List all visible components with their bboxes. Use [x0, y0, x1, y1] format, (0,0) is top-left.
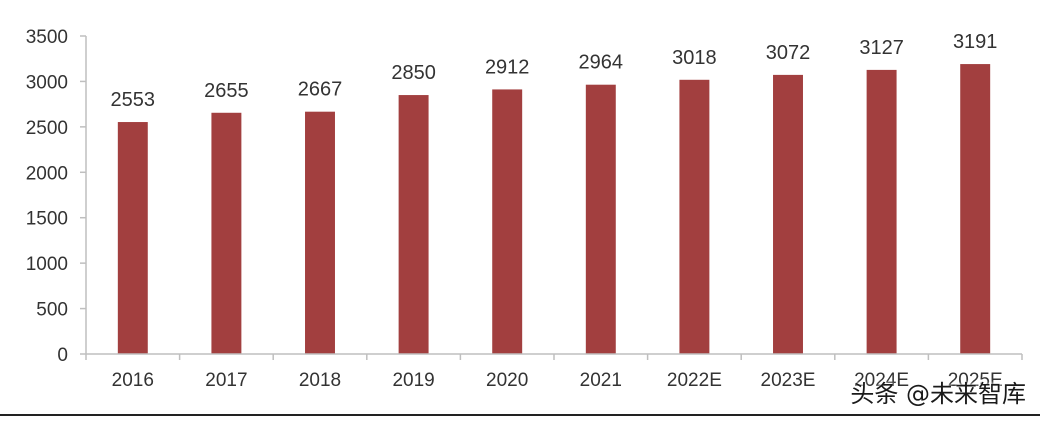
bar-2020: [492, 89, 523, 354]
y-tick-label: 1000: [26, 254, 68, 275]
bar-2022E: [679, 79, 710, 354]
y-tick-label: 2000: [26, 163, 68, 184]
data-label-2021: 2964: [579, 52, 624, 74]
bar-2017: [211, 112, 242, 354]
bottom-divider: [0, 414, 1040, 416]
bar-2024E: [866, 69, 897, 355]
y-tick-label: 2500: [26, 118, 68, 139]
y-tick-label: 0: [57, 345, 68, 366]
x-axis-labels: 2016 2017 2018 2019 2020 2021 2022E 2023E 2024E 2…: [112, 370, 1003, 391]
x-tick-label-2017: 2017: [205, 370, 247, 391]
x-axis-ticks: [85, 354, 1023, 360]
x-tick-label-2020: 2020: [486, 370, 528, 391]
watermark-text: 头条 @未来智库: [850, 380, 1026, 408]
y-tick-label: 3500: [26, 27, 68, 48]
bar-2021: [585, 84, 616, 354]
data-label-2022E: 3018: [672, 47, 717, 69]
y-tick-label: 1500: [26, 209, 68, 230]
data-label-2019: 2850: [391, 62, 436, 84]
bar-2025E: [960, 64, 991, 354]
x-tick-label-2022E: 2022E: [667, 370, 722, 391]
data-label-2020: 2912: [485, 56, 530, 78]
data-label-2023E: 3072: [766, 42, 811, 64]
x-tick-label-2023E: 2023E: [761, 370, 816, 391]
bar-2019: [398, 95, 429, 355]
x-tick-label-2025E: 2025E: [948, 370, 1003, 391]
x-tick-label-2024E: 2024E: [854, 370, 909, 391]
data-label-2025E: 3191: [953, 31, 998, 53]
data-label-2024E: 3127: [859, 37, 904, 59]
y-tick-label: 500: [36, 300, 68, 321]
x-tick-label-2019: 2019: [392, 370, 434, 391]
y-axis-ticks: 0 500 1000 1500 2000 2500 3000 3500: [26, 27, 86, 366]
bars: [117, 64, 991, 355]
y-tick-label: 3000: [26, 72, 68, 93]
data-labels: 2553 2655 2667 2850 2912 2964 3018 3072 3127 3191: [111, 31, 998, 111]
data-label-2018: 2667: [298, 79, 343, 101]
x-tick-label-2016: 2016: [112, 370, 154, 391]
x-tick-label-2018: 2018: [299, 370, 341, 391]
data-label-2016: 2553: [111, 89, 156, 111]
data-label-2017: 2655: [204, 80, 249, 102]
bar-2018: [305, 111, 335, 355]
bar-2023E: [773, 74, 803, 355]
x-tick-label-2021: 2021: [580, 370, 622, 391]
bar-2016: [117, 122, 148, 354]
